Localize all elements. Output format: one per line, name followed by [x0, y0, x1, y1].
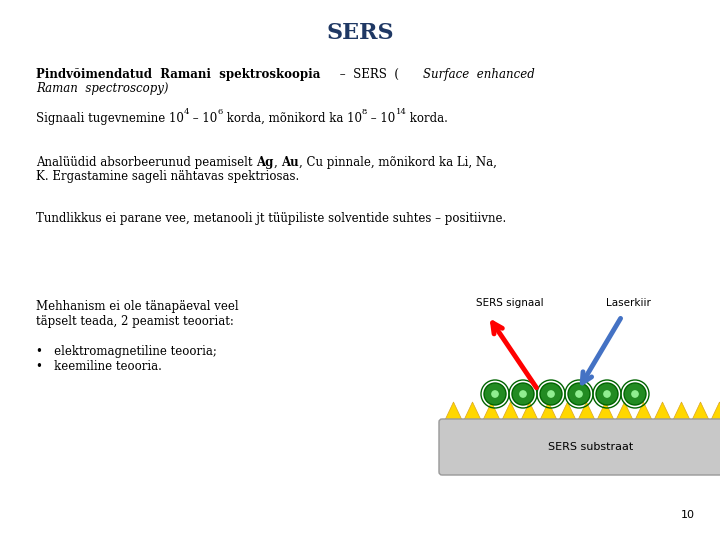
- Circle shape: [484, 383, 506, 405]
- Polygon shape: [711, 402, 720, 420]
- Circle shape: [575, 390, 583, 398]
- Polygon shape: [521, 402, 538, 420]
- Text: SERS substraat: SERS substraat: [549, 442, 634, 452]
- Text: 10: 10: [681, 510, 695, 520]
- Text: – 10: – 10: [189, 112, 217, 125]
- Circle shape: [547, 390, 555, 398]
- Text: 6: 6: [217, 108, 223, 116]
- Text: , Cu pinnale, mõnikord ka Li, Na,: , Cu pinnale, mõnikord ka Li, Na,: [299, 156, 497, 169]
- Text: 14: 14: [395, 108, 406, 116]
- Polygon shape: [559, 402, 576, 420]
- Text: – 10: – 10: [367, 112, 395, 125]
- Text: korda, mõnikord ka 10: korda, mõnikord ka 10: [223, 112, 362, 125]
- Circle shape: [491, 390, 499, 398]
- Polygon shape: [540, 402, 557, 420]
- Text: korda.: korda.: [406, 112, 449, 125]
- Text: Tundlikkus ei parane vee, metanooli jt tüüpiliste solventide suhtes – positiivne: Tundlikkus ei parane vee, metanooli jt t…: [36, 212, 506, 225]
- Text: ,: ,: [274, 156, 281, 169]
- Circle shape: [603, 390, 611, 398]
- Text: SERS: SERS: [326, 22, 394, 44]
- Polygon shape: [483, 402, 500, 420]
- Text: Raman  spectroscopy): Raman spectroscopy): [36, 82, 168, 95]
- Text: Laserkiir: Laserkiir: [606, 298, 650, 308]
- Circle shape: [512, 383, 534, 405]
- Polygon shape: [673, 402, 690, 420]
- Text: Pindvõimendatud  Ramani  spektroskoopia: Pindvõimendatud Ramani spektroskoopia: [36, 68, 320, 81]
- Circle shape: [568, 383, 590, 405]
- Text: 4: 4: [184, 108, 189, 116]
- Text: Au: Au: [281, 156, 299, 169]
- Text: Signaali tugevnemine 10: Signaali tugevnemine 10: [36, 112, 184, 125]
- Polygon shape: [578, 402, 595, 420]
- Polygon shape: [654, 402, 671, 420]
- Polygon shape: [635, 402, 652, 420]
- Polygon shape: [616, 402, 633, 420]
- Text: 8: 8: [362, 108, 367, 116]
- Circle shape: [540, 383, 562, 405]
- Polygon shape: [464, 402, 481, 420]
- Text: Surface  enhanced: Surface enhanced: [423, 68, 535, 81]
- Text: •   keemiline teooria.: • keemiline teooria.: [36, 360, 162, 373]
- Text: Mehhanism ei ole tänapäeval veel
täpselt teada, 2 peamist teooriat:: Mehhanism ei ole tänapäeval veel täpselt…: [36, 300, 238, 328]
- Text: •   elektromagnetiline teooria;: • elektromagnetiline teooria;: [36, 345, 217, 358]
- Polygon shape: [445, 402, 462, 420]
- Text: Ag: Ag: [256, 156, 274, 169]
- Circle shape: [596, 383, 618, 405]
- Text: SERS signaal: SERS signaal: [476, 298, 544, 308]
- Polygon shape: [597, 402, 614, 420]
- Circle shape: [631, 390, 639, 398]
- Polygon shape: [502, 402, 519, 420]
- Circle shape: [624, 383, 646, 405]
- Text: –  SERS  (: – SERS (: [336, 68, 399, 81]
- Circle shape: [519, 390, 527, 398]
- Polygon shape: [692, 402, 709, 420]
- FancyBboxPatch shape: [439, 419, 720, 475]
- Text: K. Ergastamine sageli nähtavas spektriosas.: K. Ergastamine sageli nähtavas spektrios…: [36, 170, 300, 183]
- Text: Analüüdid absorbeerunud peamiselt: Analüüdid absorbeerunud peamiselt: [36, 156, 256, 169]
